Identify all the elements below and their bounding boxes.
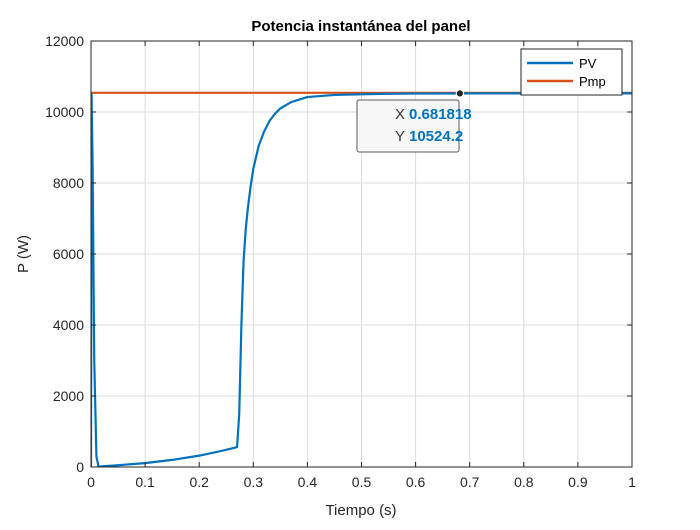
x-tick-label: 0.8: [514, 474, 534, 490]
x-axis-label: Tiempo (s): [325, 502, 396, 519]
x-tick-label: 0.2: [189, 474, 209, 490]
y-tick-label: 8000: [53, 175, 84, 191]
y-tick-label: 12000: [45, 33, 84, 49]
chart-title: Potencia instantánea del panel: [251, 18, 470, 35]
datatip-x-value: 0.681818: [409, 106, 472, 123]
y-tick-label: 0: [76, 459, 84, 475]
x-tick-label: 0.4: [298, 474, 318, 490]
series-line-pv[interactable]: [91, 92, 632, 467]
x-tick-label: 0.7: [460, 474, 480, 490]
x-tick-label: 0: [87, 474, 95, 490]
datatip-x-label: X: [395, 106, 405, 123]
legend[interactable]: PV Pmp: [520, 48, 623, 96]
legend-label-pmp: Pmp: [579, 74, 606, 89]
datatip-y-label: Y: [395, 128, 405, 145]
x-tick-label: 1: [628, 474, 636, 490]
y-tick-label: 4000: [53, 317, 84, 333]
legend-box: [520, 48, 623, 96]
datatip-box: [356, 99, 460, 153]
x-tick-label: 0.1: [135, 474, 155, 490]
y-tick-label: 6000: [53, 246, 84, 262]
y-axis-label: P (W): [15, 235, 32, 273]
datatip-y-value: 10524.2: [409, 128, 463, 145]
x-tick-label: 0.5: [352, 474, 372, 490]
y-tick-label: 10000: [45, 104, 84, 120]
x-tick-label: 0.6: [406, 474, 426, 490]
legend-label-pv: PV: [579, 56, 597, 71]
datatip-marker[interactable]: [455, 89, 464, 98]
y-tick-label: 2000: [53, 388, 84, 404]
ticks: 0 0.1 0.2 0.3 0.4 0.5 0.6 0.7 0.8 0.9 1 0 2000 4000 60…: [45, 33, 636, 490]
x-tick-label: 0.3: [244, 474, 264, 490]
x-tick-label: 0.9: [568, 474, 588, 490]
